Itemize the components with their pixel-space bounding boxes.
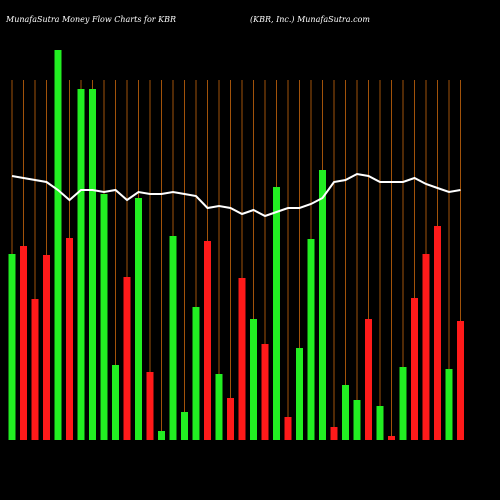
bar: [307, 239, 315, 440]
bar: [215, 374, 223, 440]
bar: [112, 365, 119, 440]
bar: [54, 50, 62, 440]
bar: [89, 89, 96, 440]
bar: [158, 431, 165, 440]
bar: [422, 254, 430, 440]
chart-subtitle: (KBR, Inc.) MunafaSutra.com: [250, 15, 370, 24]
bar: [123, 277, 131, 440]
bar: [399, 367, 407, 440]
bar: [43, 255, 50, 440]
bar: [20, 246, 27, 440]
bar: [457, 321, 464, 440]
bar: [273, 187, 280, 440]
bar: [250, 319, 257, 440]
chart-title: MunafaSutra Money Flow Charts for KBR: [5, 15, 176, 24]
bar: [365, 319, 372, 440]
bar: [192, 307, 200, 440]
bar: [100, 194, 108, 440]
bar: [31, 299, 39, 440]
bar: [330, 427, 338, 440]
bar: [135, 198, 142, 440]
bar: [376, 406, 384, 440]
money-flow-line: [11, 172, 461, 218]
bar: [434, 226, 441, 440]
bar: [388, 436, 395, 440]
bar: [411, 298, 418, 440]
bar: [353, 400, 361, 440]
bar: [8, 254, 16, 440]
bar: [238, 278, 246, 440]
bar: [319, 170, 326, 440]
bar: [342, 385, 349, 440]
bar: [296, 348, 303, 440]
bar: [261, 344, 269, 440]
bar: [181, 412, 188, 440]
bar: [227, 398, 234, 440]
bar: [146, 372, 154, 440]
bar: [77, 89, 85, 440]
bar: [204, 241, 211, 440]
bar: [284, 417, 292, 440]
bar: [445, 369, 453, 440]
bar: [169, 236, 177, 440]
bar: [66, 238, 73, 440]
